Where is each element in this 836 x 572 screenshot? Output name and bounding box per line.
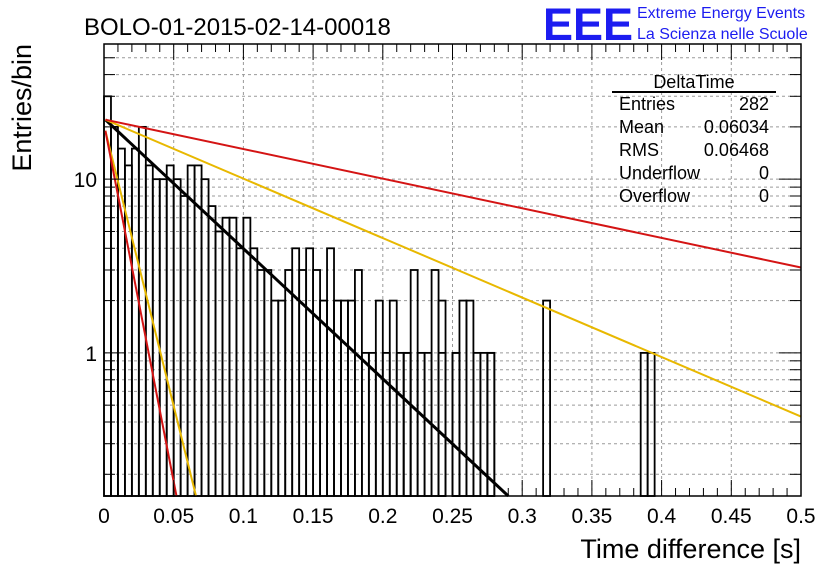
x-tick-label: 0.45: [711, 505, 752, 528]
histogram-bin: [430, 269, 440, 497]
stats-label-entries: Entries: [619, 94, 675, 114]
x-tick-label: 0: [98, 505, 110, 528]
y-tick-label: 1: [85, 343, 97, 366]
stats-value-underflow: 0: [759, 163, 769, 183]
logo-line-1: Extreme Energy Events: [637, 5, 805, 22]
stats-value-rms: 0.06468: [704, 140, 769, 160]
x-tick-label: 0.3: [508, 505, 537, 528]
stats-title: DeltaTime: [653, 72, 734, 92]
histogram-bin: [221, 216, 231, 497]
histogram-bin: [284, 269, 294, 497]
histogram-bin: [207, 205, 217, 497]
x-tick-label: 0.15: [293, 505, 334, 528]
histogram-bin: [333, 299, 342, 497]
histogram-bin: [193, 164, 203, 497]
histogram-bin: [277, 299, 287, 497]
histogram-bin: [340, 299, 349, 497]
y-axis-label: Entries/bin: [7, 44, 37, 172]
y-axis-ticks: 1 10: [74, 57, 801, 475]
eee-logo: EEE Extreme Energy Events La Scienza nel…: [543, 0, 808, 50]
histogram-bin: [242, 216, 252, 497]
histogram-bin: [326, 247, 335, 497]
x-tick-label: 0.35: [571, 505, 612, 528]
logo-mark: EEE: [543, 0, 633, 50]
x-tick-label: 0.25: [432, 505, 473, 528]
histogram-bars: [103, 95, 656, 497]
fit-curve: [105, 118, 802, 269]
histogram-bin-overlay: [542, 299, 551, 497]
histogram-bin: [256, 269, 266, 497]
fit-curve: [104, 118, 510, 498]
x-tick-label: 0.5: [786, 505, 815, 528]
stats-value-entries: 282: [739, 94, 769, 114]
histogram-bin: [249, 247, 259, 497]
chart-title: BOLO-01-2015-02-14-00018: [84, 14, 391, 41]
histogram-bin: [214, 230, 224, 497]
stats-label-rms: RMS: [619, 140, 659, 160]
fit-curve: [104, 130, 178, 497]
x-axis-label: Time difference [s]: [580, 534, 801, 564]
histogram-bin: [347, 299, 356, 497]
stats-label-mean: Mean: [619, 117, 664, 137]
fit-curve: [105, 118, 802, 418]
histogram-bin: [388, 299, 398, 497]
histogram-bin: [291, 247, 301, 497]
histogram-bin: [409, 269, 419, 497]
logo-line-2: La Scienza nelle Scuole: [637, 26, 808, 43]
histogram-bin: [319, 299, 328, 497]
histogram-bin: [235, 247, 245, 497]
histogram-bin: [374, 299, 384, 497]
histogram-bin: [458, 299, 468, 497]
histogram-bin: [437, 299, 447, 497]
histogram-bin: [186, 164, 196, 497]
x-tick-label: 0.1: [229, 505, 258, 528]
fit-curves: [104, 118, 802, 498]
stats-box: DeltaTime Entries 282 Mean 0.06034 RMS 0…: [612, 72, 776, 206]
stats-value-overflow: 0: [759, 186, 769, 206]
histogram-bin: [263, 269, 273, 497]
stats-label-underflow: Underflow: [619, 163, 701, 183]
histogram-bin: [158, 178, 168, 497]
histogram-bin: [172, 178, 182, 497]
x-tick-label: 0.4: [647, 505, 677, 528]
x-tick-label: 0.05: [153, 505, 194, 528]
histogram-bin: [312, 269, 321, 497]
histogram-bin: [200, 178, 210, 497]
histogram-bin: [354, 269, 363, 497]
fit-curve: [104, 130, 197, 497]
histogram-bin: [270, 299, 280, 497]
histogram-bin: [144, 164, 154, 497]
x-axis-ticks: 0 0.05 0.1 0.15 0.2 0.25 0.3 0.35 0.4 0.45 0.5: [98, 44, 816, 528]
x-tick-label: 0.2: [368, 505, 397, 528]
histogram-bin: [228, 216, 238, 497]
histogram-bin: [305, 247, 315, 497]
stats-value-mean: 0.06034: [704, 117, 769, 137]
y-tick-label: 10: [74, 169, 97, 192]
stats-label-overflow: Overflow: [619, 186, 691, 206]
histogram-bin: [465, 299, 475, 497]
